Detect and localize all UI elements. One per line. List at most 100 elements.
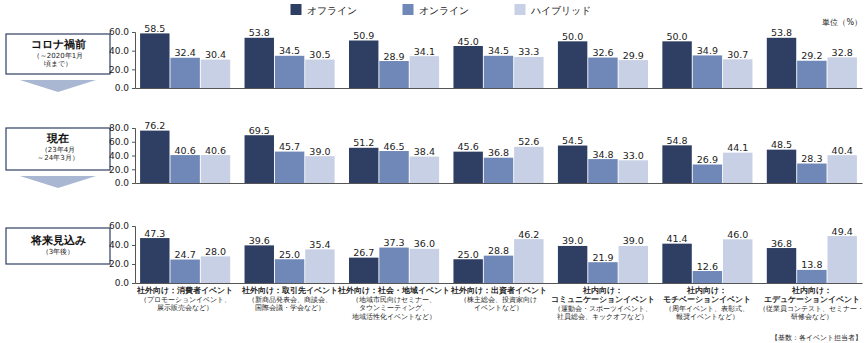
bar [484, 56, 513, 88]
y-axis: 0.020.040.060.080.0 [109, 123, 136, 188]
data-label: 54.5 [562, 135, 583, 146]
data-label: 32.4 [175, 47, 196, 58]
y-tick: 20.0 [109, 65, 135, 75]
y-tick-mark [132, 264, 135, 265]
bar [723, 153, 752, 183]
data-label: 30.7 [727, 49, 748, 60]
x-tick: 社外向け：社会・地域イベント（地域市民向けセミナー、タウンミーティング、地域活性… [337, 283, 450, 321]
y-tick-label: 60.0 [109, 27, 129, 37]
data-label: 45.0 [458, 36, 479, 47]
x-tick-label-line: （プロモーションイベント、 [140, 296, 231, 304]
bar [275, 56, 304, 88]
x-tick-label-line: タウンミーティング、 [359, 304, 429, 312]
bar [484, 256, 513, 283]
bar [588, 58, 617, 88]
data-label: 51.2 [353, 137, 374, 148]
x-tick-label-line: モチベーションイベント [663, 295, 751, 304]
data-labels: 58.553.850.945.050.050.053.832.434.528.9… [144, 23, 853, 62]
data-label: 50.0 [666, 31, 687, 42]
data-label: 39.0 [562, 235, 583, 246]
data-label: 25.0 [279, 249, 300, 260]
bar [201, 155, 230, 183]
data-label: 36.8 [771, 238, 792, 249]
x-tick-label-line: イベントなど） [474, 304, 523, 312]
data-label: 39.6 [249, 235, 270, 246]
data-label: 34.5 [488, 45, 509, 56]
x-tick-label-line: 社外向け：取引先イベント [241, 286, 338, 295]
data-label: 29.2 [801, 50, 822, 61]
bar [410, 56, 439, 88]
legend-swatch [291, 4, 302, 15]
data-label: 26.7 [353, 247, 374, 258]
data-label: 12.6 [697, 261, 718, 272]
x-tick-label-line: 社内向け： [686, 286, 727, 295]
y-tick-label: 60.0 [109, 137, 129, 147]
row-label-box [6, 34, 110, 74]
bar [514, 57, 543, 88]
bar [514, 239, 543, 283]
bars [140, 33, 857, 88]
x-tick-label: 社外向け：出資者イベント（株主総会、投資家向けイベントなど） [450, 286, 547, 312]
data-label: 36.0 [414, 238, 435, 249]
data-label: 28.3 [801, 153, 822, 164]
data-label: 41.4 [666, 233, 687, 244]
data-label: 40.6 [205, 145, 226, 156]
data-labels: 47.339.626.725.039.041.436.824.725.037.3… [144, 226, 853, 272]
x-tick-label-line: 報奨イベントなど） [676, 313, 739, 321]
chart-root: 単位（%）【基数：各イベント担当者】コロナ禍前（～2020年1月頃まで）58.5… [0, 0, 867, 343]
data-label: 45.6 [458, 141, 479, 152]
bar [453, 259, 482, 283]
x-tick-label-line: 社内向け： [582, 286, 623, 295]
y-tick-label: 20.0 [109, 65, 129, 75]
data-label: 26.9 [697, 154, 718, 165]
bar [558, 246, 587, 283]
data-label: 13.8 [801, 259, 822, 270]
data-label: 25.0 [458, 249, 479, 260]
bars [140, 236, 857, 283]
row-label-box [6, 128, 110, 170]
x-tick: 社内向け：モチベーションイベント（周年イベント、表彰式、報奨イベントなど） [663, 283, 751, 321]
y-tick-label: 80.0 [109, 123, 129, 133]
x-tick-label-line: （周年イベント、表彰式、 [665, 305, 749, 313]
bar [170, 155, 199, 183]
data-label: 28.9 [383, 51, 404, 62]
x-tick-label: 社外向け：消費者イベント（プロモーションイベント、展示販売会など） [136, 286, 233, 312]
bar [693, 271, 722, 283]
x-tick-label: 社内向け：コミュニケーションイベント（運動会・スポーツイベント、社員総会、キック… [551, 286, 655, 321]
legend-entry: オフライン [291, 4, 357, 16]
data-label: 40.4 [832, 145, 853, 156]
y-axis: 0.020.040.060.0 [109, 221, 136, 288]
y-tick-mark [132, 156, 135, 157]
bar [170, 260, 199, 283]
data-label: 52.6 [518, 136, 539, 147]
y-axis: 0.020.040.060.0 [109, 27, 136, 93]
y-tick-label: 0.0 [115, 278, 130, 288]
x-axis: 社外向け：消費者イベント（プロモーションイベント、展示販売会など） 社外向け：取引… [136, 283, 865, 321]
legend-swatch [515, 4, 526, 15]
bar [275, 152, 304, 183]
data-label: 32.6 [592, 47, 613, 58]
bar [662, 41, 691, 88]
x-axis-line [136, 183, 863, 184]
y-tick-label: 0.0 [115, 178, 130, 188]
bar [245, 135, 274, 183]
data-label: 28.0 [205, 246, 226, 257]
data-label: 53.8 [771, 27, 792, 38]
bar [693, 165, 722, 183]
data-label: 34.8 [592, 149, 613, 160]
data-label: 34.9 [697, 45, 718, 56]
footnote: 【基数：各イベント担当者】 [771, 334, 862, 342]
row-subtitle-line: ～24年3月） [37, 154, 78, 162]
legend-swatch [403, 4, 414, 15]
y-tick-label: 0.0 [115, 83, 130, 93]
data-label: 36.8 [488, 147, 509, 158]
data-label: 50.0 [562, 31, 583, 42]
bar [767, 150, 796, 183]
bar [305, 60, 334, 88]
bar [558, 146, 587, 183]
y-tick: 20.0 [109, 259, 135, 269]
data-label: 30.5 [309, 49, 330, 60]
bar [275, 259, 304, 283]
data-label: 39.0 [623, 235, 644, 246]
row-label: 将来見込み（3年後） [6, 228, 110, 264]
